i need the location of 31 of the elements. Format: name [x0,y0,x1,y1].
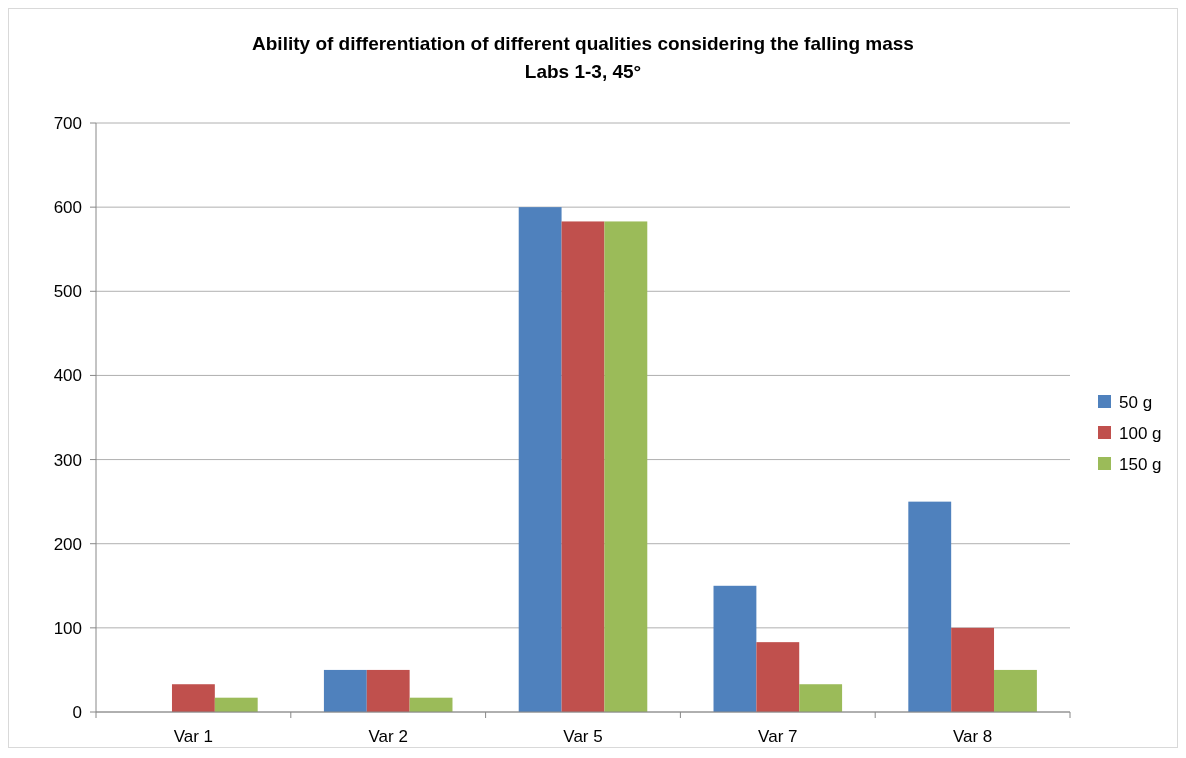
bar [908,501,952,712]
chart-title: Ability of differentiation of different qualities considering the falling mass [252,33,914,54]
bar [323,669,367,712]
bar [604,221,648,712]
legend-label: 100 g [1119,423,1162,443]
bar [171,684,215,712]
legend-label: 150 g [1119,454,1162,474]
bar [756,642,800,712]
bar [366,669,410,712]
y-tick-label: 100 [53,618,82,638]
x-tick-label: Var 8 [952,727,993,746]
x-tick-label: Var 2 [368,727,408,746]
bar [214,697,258,712]
y-tick-label: 300 [53,450,82,470]
y-tick-label: 700 [53,113,82,133]
bar [518,207,562,712]
chart-subtitle: Labs 1-3, 45° [524,61,642,82]
x-tick-label: Var 1 [173,727,214,746]
bar [561,221,605,712]
bar [713,585,757,712]
x-tick-label: Var 5 [563,727,603,746]
bar [799,684,843,712]
legend-label: 50 g [1119,392,1153,412]
y-tick-label: 500 [53,282,82,302]
bar [994,669,1037,712]
y-tick-label: 200 [53,534,82,554]
y-tick-label: 0 [72,702,82,722]
bar [951,627,995,712]
y-tick-label: 600 [53,198,82,218]
x-tick-label: Var 7 [758,727,798,746]
y-tick-label: 400 [53,366,82,386]
